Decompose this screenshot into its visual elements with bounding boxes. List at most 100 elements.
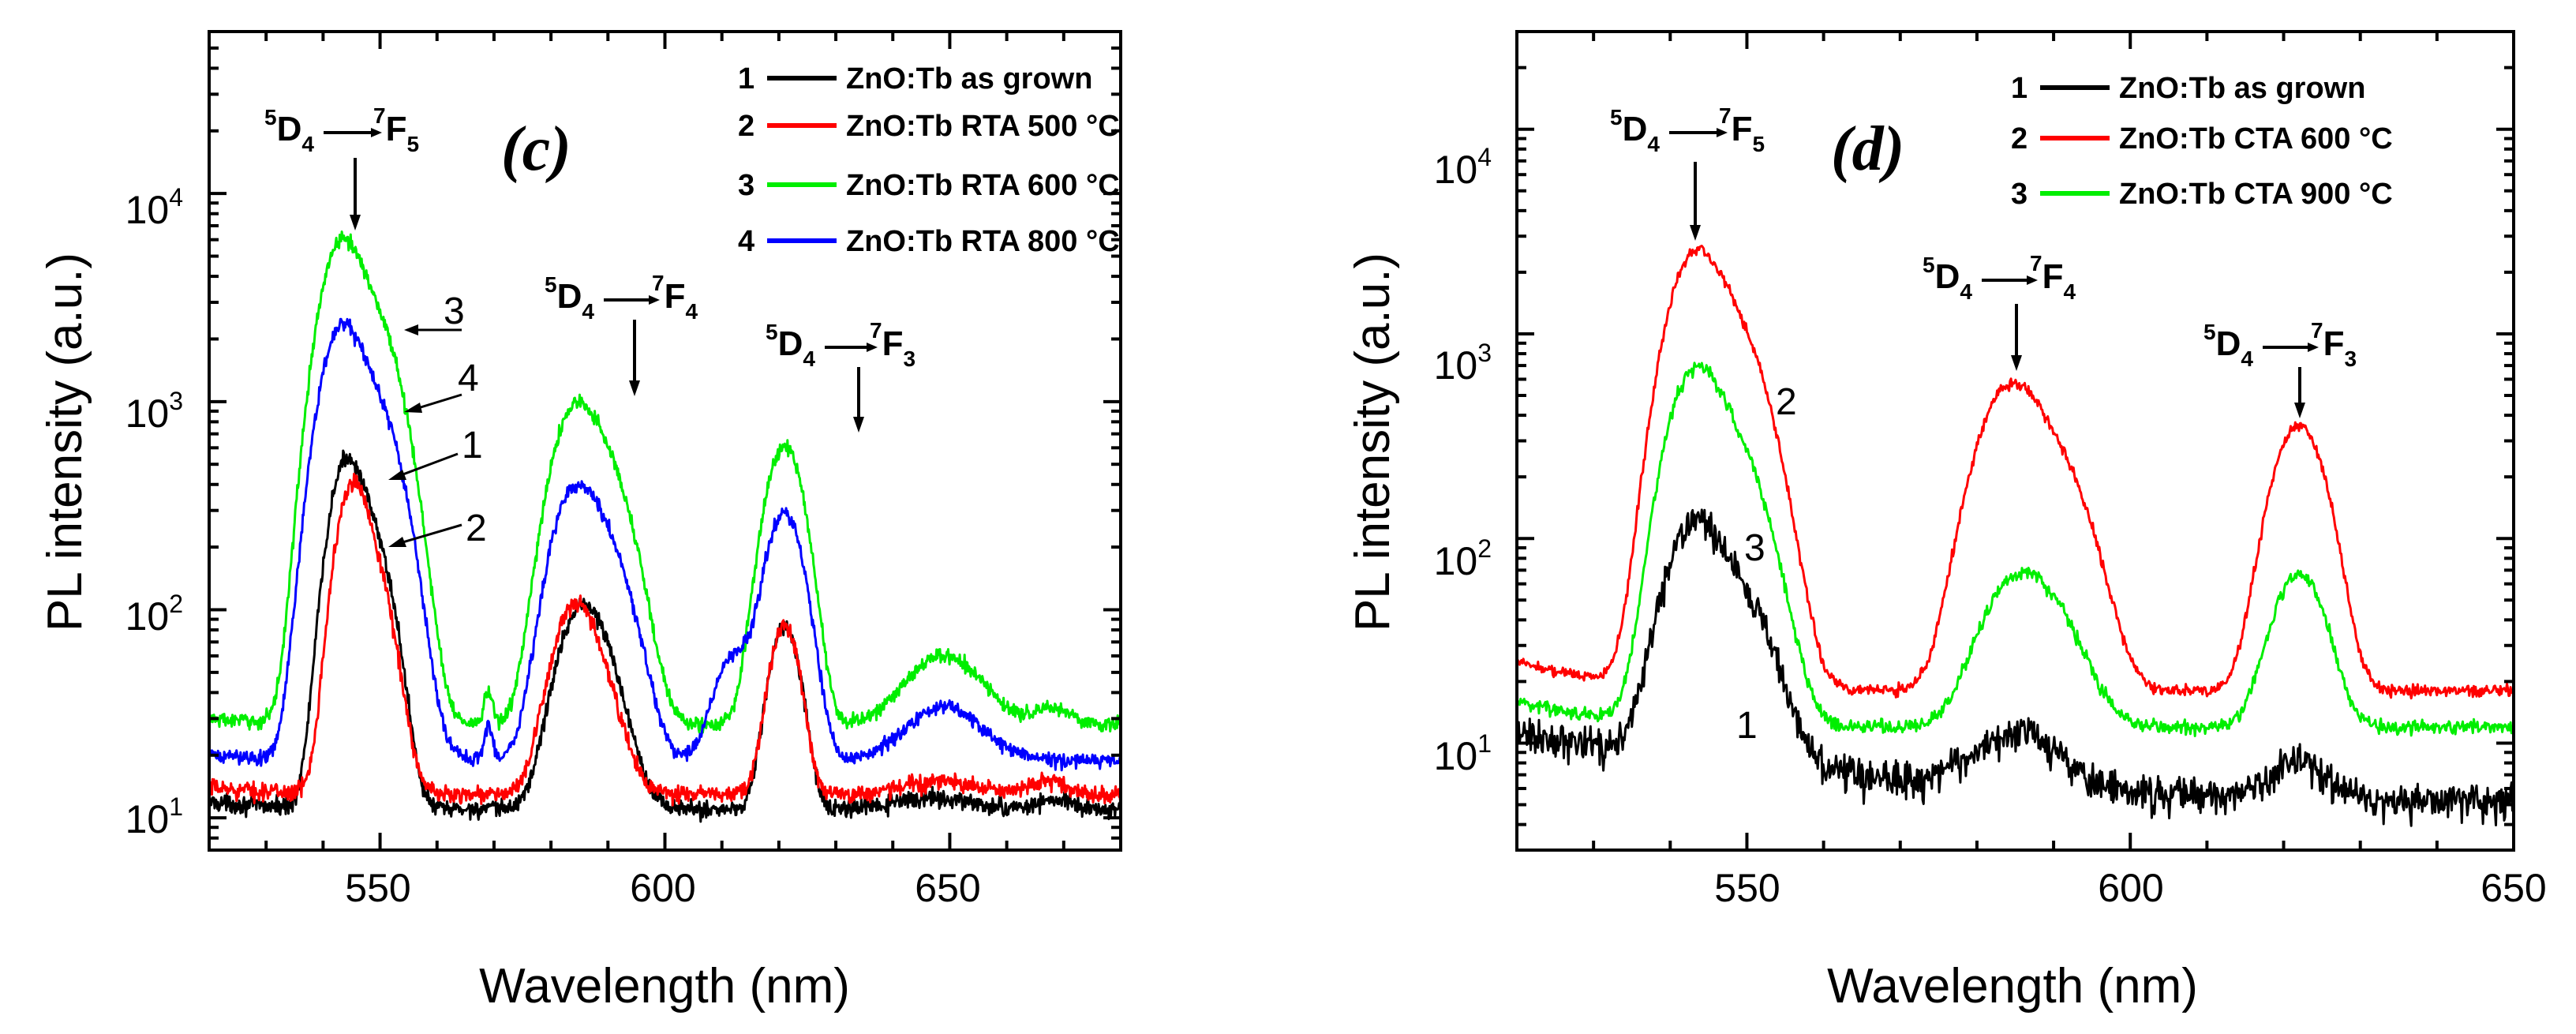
panel-d-transition-5d4-7f5: 5D4 7F5	[1610, 103, 1765, 241]
transition-arrow-head	[1717, 128, 1728, 137]
ytick-base: 10	[125, 797, 170, 841]
panel-d-label: (d)	[1831, 114, 1904, 184]
curve-label-arrowhead	[404, 403, 422, 413]
trans-lower: F	[386, 110, 407, 148]
legend-label: ZnO:Tb RTA 800 °C	[846, 225, 1120, 258]
transition-arrow-head	[867, 343, 878, 352]
legend-number: 2	[2011, 122, 2027, 155]
svg-text:7F4: 7F4	[2030, 251, 2076, 304]
panel-c-plot-area	[209, 230, 1121, 823]
panel-d-curve-label-1: 1	[1736, 705, 1758, 747]
transition-pointer-head	[350, 215, 361, 230]
ytick-exp: 3	[169, 387, 183, 415]
curve-label-text: 4	[458, 358, 479, 399]
trans-sub: 4	[2241, 347, 2253, 371]
legend-label: ZnO:Tb RTA 500 °C	[846, 110, 1120, 143]
panel-c-x-axis-title: Wavelength (nm)	[479, 959, 850, 1013]
transition-pointer-head	[2294, 403, 2305, 418]
transition-pointer-head	[2011, 355, 2022, 371]
ytick-base: 10	[125, 594, 170, 639]
panel-c-legend-entry-3: 3 ZnO:Tb RTA 600 °C	[738, 169, 1120, 202]
legend-label: ZnO:Tb as grown	[2119, 72, 2365, 105]
panel-c-series-4-line	[209, 317, 1121, 772]
panel-c-curve-label-2: 2	[388, 508, 487, 549]
trans-sup: 5	[545, 272, 557, 297]
panel-c-transition-5d4-7f5: 5 D4 7F5	[264, 103, 419, 230]
curve-label-arrowhead	[388, 537, 406, 547]
ytick-base: 10	[125, 391, 170, 436]
trans-lower: F	[2042, 257, 2064, 296]
panel-c-ytick-label-100: 102	[125, 590, 183, 639]
panel-c-legend-entry-2: 2 ZnO:Tb RTA 500 °C	[738, 110, 1120, 143]
curve-label-arrow	[394, 523, 462, 546]
panel-d-ytick-label-100: 102	[1434, 534, 1492, 583]
trans-sub: 5	[406, 132, 419, 156]
trans-sub: 3	[2344, 347, 2357, 371]
ytick-base: 10	[1434, 343, 1478, 388]
svg-text:5D4: 5D4	[1923, 253, 1972, 304]
trans-sub: 4	[1647, 132, 1660, 156]
legend-label: ZnO:Tb CTA 600 °C	[2119, 122, 2393, 155]
svg-text:102: 102	[125, 590, 183, 639]
svg-text:101: 101	[125, 792, 183, 841]
panel-d-series-2-line	[1517, 245, 2514, 700]
trans-sub: 4	[301, 132, 314, 156]
panel-c: 550 600 650 101 102 103 104 Wavelength (…	[38, 30, 1122, 1013]
panel-d-ytick-label-10000: 104	[1434, 143, 1492, 192]
trans-sup: 5	[2203, 320, 2216, 344]
svg-text:7F5: 7F5	[1719, 103, 1765, 156]
trans-sub: 4	[582, 299, 594, 324]
panel-d-curve-label-2: 2	[1776, 381, 1797, 423]
panel-d-ytick-label-1000: 103	[1434, 339, 1492, 388]
ytick-exp: 2	[169, 590, 183, 618]
trans-lower: F	[1732, 110, 1753, 148]
trans-upper: D	[778, 324, 803, 363]
svg-text:7F5: 7F5	[373, 103, 419, 156]
panel-c-xtick-label-600: 600	[630, 866, 695, 910]
svg-text:104: 104	[1434, 143, 1492, 192]
trans-sup: 7	[2030, 251, 2042, 275]
panel-d-xtick-label-650: 650	[2481, 866, 2546, 910]
transition-pointer-head	[629, 380, 640, 396]
svg-text:103: 103	[1434, 339, 1492, 388]
legend-number: 4	[738, 225, 754, 258]
svg-text:104: 104	[125, 183, 183, 232]
trans-lower: F	[665, 277, 686, 316]
panel-c-ytick-label-10: 101	[125, 792, 183, 841]
ytick-base: 10	[1434, 734, 1478, 778]
panel-d-y-axis-title: PL intensity (a.u.)	[1346, 253, 1400, 631]
svg-text:5D4: 5D4	[545, 272, 594, 324]
panel-d-transition-5d4-7f4: 5D4 7F4	[1923, 251, 2076, 371]
curve-label-arrow	[394, 452, 459, 479]
trans-upper: D	[277, 110, 302, 148]
panel-d-curve-label-3: 3	[1744, 527, 1765, 569]
panel-c-curve-label-3: 3	[404, 290, 465, 335]
legend-label: ZnO:Tb RTA 600 °C	[846, 169, 1120, 202]
ytick-base: 10	[1434, 148, 1478, 192]
trans-lower: F	[882, 324, 904, 363]
trans-upper: D	[557, 277, 582, 316]
legend-number: 3	[738, 169, 754, 202]
panel-c-xtick-label-550: 550	[345, 866, 410, 910]
panel-d-x-axis-title: Wavelength (nm)	[1827, 959, 2198, 1013]
ytick-exp: 1	[1477, 729, 1492, 758]
legend-number: 1	[738, 62, 754, 96]
panel-d-transition-5d4-7f3: 5D4 7F3	[2203, 318, 2357, 418]
ytick-exp: 3	[1477, 339, 1492, 367]
trans-sup: 7	[373, 103, 386, 128]
svg-text:102: 102	[1434, 534, 1492, 583]
transition-arrow-head	[371, 128, 382, 137]
trans-upper: D	[2216, 324, 2241, 363]
svg-text:103: 103	[125, 387, 183, 436]
trans-sub: 4	[803, 347, 815, 371]
svg-text:5D4: 5D4	[766, 320, 815, 371]
panel-d-ticks	[1515, 30, 2515, 852]
curve-label-arrowhead	[404, 324, 418, 335]
transition-arrow-head	[649, 295, 660, 305]
panel-d: 550 600 650 101 102 103 104 Wavelength (…	[1346, 30, 2547, 1013]
trans-sub: 4	[685, 299, 698, 324]
trans-lower: F	[2323, 324, 2345, 363]
trans-sub: 3	[903, 347, 915, 371]
curve-label-text: 2	[466, 508, 487, 549]
